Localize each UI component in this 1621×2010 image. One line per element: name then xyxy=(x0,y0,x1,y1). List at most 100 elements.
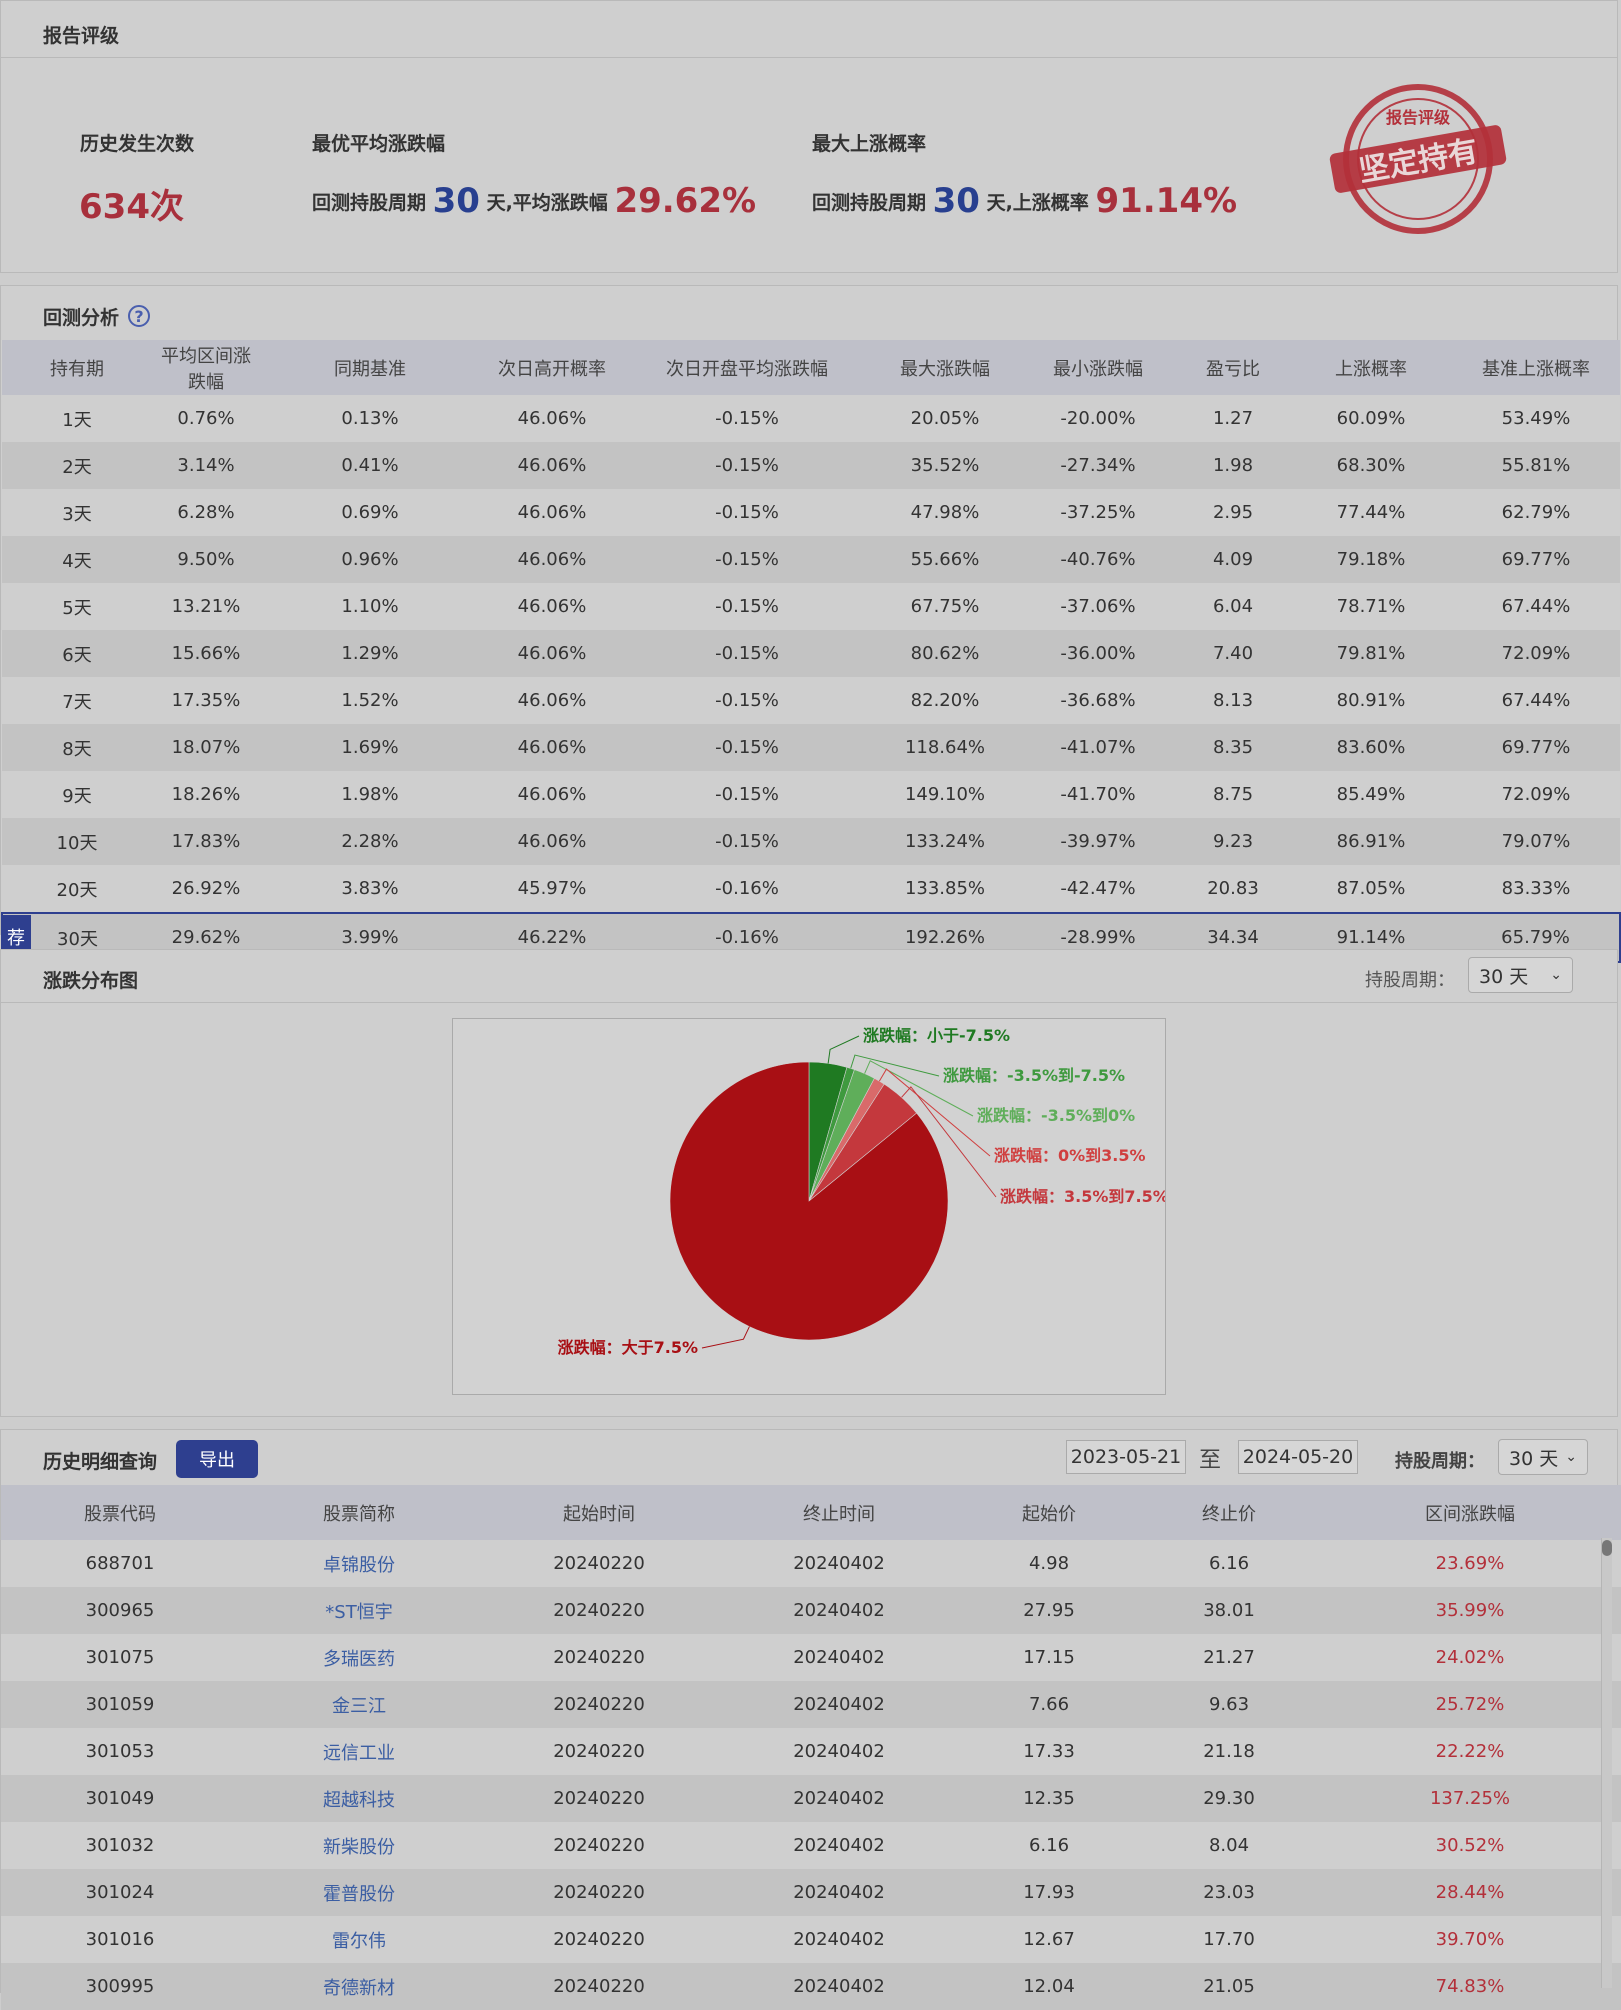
table-cell: 8.04 xyxy=(1139,1822,1319,1869)
pie-slice[interactable] xyxy=(669,1061,949,1341)
pie-slice-label: 涨跌幅：3.5%到7.5% xyxy=(1000,1187,1166,1206)
distribution-period-label: 持股周期： xyxy=(1365,970,1455,991)
table-cell: 9.50% xyxy=(152,536,260,583)
table-cell: -0.16% xyxy=(624,865,870,913)
occurrences-value: 634次 xyxy=(79,187,184,227)
stock-name-link[interactable]: 奇德新材 xyxy=(239,1963,479,2010)
date-separator: 至 xyxy=(1199,1448,1222,1473)
table-cell: 300995 xyxy=(1,1963,239,2010)
stock-name-link[interactable]: 雷尔伟 xyxy=(239,1916,479,1963)
change-cell: 28.44% xyxy=(1319,1869,1621,1916)
table-cell: 1.52% xyxy=(260,677,480,724)
table-cell: 1天 xyxy=(2,395,152,442)
history-header-row: 股票代码 股票简称 起始时间 终止时间 起始价 终止价 区间涨跌幅 xyxy=(1,1485,1621,1540)
table-cell: 79.07% xyxy=(1452,818,1620,865)
table-cell: -37.25% xyxy=(1020,489,1176,536)
table-cell: 47.98% xyxy=(870,489,1020,536)
stock-name-link[interactable]: 超越科技 xyxy=(239,1775,479,1822)
change-cell: 74.83% xyxy=(1319,1963,1621,2010)
table-cell: 6.04 xyxy=(1176,583,1290,630)
distribution-period-select[interactable]: 30 天 ⌄ xyxy=(1468,957,1573,993)
date-to-input[interactable]: 2024-05-20 xyxy=(1238,1440,1358,1474)
table-cell: 20240402 xyxy=(719,1634,959,1681)
table-row: 6天 15.66% 1.29% 46.06% -0.15% 80.62% -36.00% 7.… xyxy=(2,630,1620,677)
change-cell: 30.52% xyxy=(1319,1822,1621,1869)
scrollbar-thumb[interactable] xyxy=(1602,1540,1612,1556)
table-cell: 0.96% xyxy=(260,536,480,583)
table-cell: 8.75 xyxy=(1176,771,1290,818)
table-cell: 0.13% xyxy=(260,395,480,442)
table-row: 301024 霍普股份 20240220 20240402 17.93 23.03 28.4… xyxy=(1,1869,1621,1916)
table-cell: 46.06% xyxy=(480,677,624,724)
table-cell: 300965 xyxy=(1,1587,239,1634)
table-cell: 60.09% xyxy=(1290,395,1452,442)
table-row: 20天 26.92% 3.83% 45.97% -0.16% 133.85% -42.47%… xyxy=(2,865,1620,913)
table-row: 301075 多瑞医药 20240220 20240402 17.15 21.27 24.0… xyxy=(1,1634,1621,1681)
table-cell: 21.05 xyxy=(1139,1963,1319,2010)
pie-slice-label: 涨跌幅：大于7.5% xyxy=(558,1338,698,1357)
table-cell: 46.06% xyxy=(480,771,624,818)
history-header-cell: 终止价 xyxy=(1139,1485,1319,1540)
table-cell: 46.06% xyxy=(480,536,624,583)
stock-name-link[interactable]: 卓锦股份 xyxy=(239,1540,479,1587)
table-row: 7天 17.35% 1.52% 46.06% -0.15% 82.20% -36.68% 8.… xyxy=(2,677,1620,724)
table-cell: 18.07% xyxy=(152,724,260,771)
table-cell: 6.16 xyxy=(1139,1540,1319,1587)
table-cell: 45.97% xyxy=(480,865,624,913)
table-cell: -36.00% xyxy=(1020,630,1176,677)
stock-name-link[interactable]: 霍普股份 xyxy=(239,1869,479,1916)
backtest-header-cell: 同期基准 xyxy=(260,340,480,395)
backtest-header-cell: 次日高开概率 xyxy=(480,340,624,395)
change-cell: 22.22% xyxy=(1319,1728,1621,1775)
backtest-header-cell: 基准上涨概率 xyxy=(1452,340,1620,395)
history-header-cell: 股票简称 xyxy=(239,1485,479,1540)
pie-chart: 涨跌幅：小于-7.5% 涨跌幅：-3.5%到-7.5% 涨跌幅：-3.5%到0% 涨跌… xyxy=(452,1018,1166,1395)
rating-title: 报告评级 xyxy=(43,25,120,47)
table-cell: 20240220 xyxy=(479,1540,719,1587)
table-cell: 10天 xyxy=(2,818,152,865)
change-cell: 24.02% xyxy=(1319,1634,1621,1681)
table-row: 688701 卓锦股份 20240220 20240402 4.98 6.16 23.69% xyxy=(1,1540,1621,1587)
stock-name-link[interactable]: 多瑞医药 xyxy=(239,1634,479,1681)
table-cell: -0.15% xyxy=(624,395,870,442)
table-cell: 301059 xyxy=(1,1681,239,1728)
table-cell: 46.06% xyxy=(480,818,624,865)
history-scrollbar[interactable] xyxy=(1601,1538,1612,1988)
table-cell: 20240220 xyxy=(479,1681,719,1728)
history-table: 股票代码 股票简称 起始时间 终止时间 起始价 终止价 区间涨跌幅 688701 卓锦股份 20… xyxy=(1,1485,1621,2010)
table-cell: 20240402 xyxy=(719,1587,959,1634)
help-icon[interactable]: ? xyxy=(128,305,150,327)
table-cell: 20.83 xyxy=(1176,865,1290,913)
table-cell: 7.66 xyxy=(959,1681,1139,1728)
table-cell: -39.97% xyxy=(1020,818,1176,865)
stock-name-link[interactable]: 金三江 xyxy=(239,1681,479,1728)
stock-name-link[interactable]: *ST恒宇 xyxy=(239,1587,479,1634)
history-period-select[interactable]: 30 天 ⌄ xyxy=(1498,1439,1588,1475)
date-from-input[interactable]: 2023-05-21 xyxy=(1066,1440,1186,1474)
backtest-header-cell: 平均区间涨跌幅 xyxy=(152,340,260,395)
table-cell: 301032 xyxy=(1,1822,239,1869)
rating-panel: 报告评级 历史发生次数 634次 最优平均涨跌幅 回测持股周期 30 天,平均涨… xyxy=(0,0,1618,273)
table-cell: 0.69% xyxy=(260,489,480,536)
table-row: 2天 3.14% 0.41% 46.06% -0.15% 35.52% -27.34% 1.9… xyxy=(2,442,1620,489)
rating-stamp-icon: 报告评级 坚定持有 xyxy=(1329,84,1507,234)
pie-slice-label: 涨跌幅：-3.5%到0% xyxy=(977,1106,1135,1125)
table-cell: 20240402 xyxy=(719,1540,959,1587)
table-cell: 5天 xyxy=(2,583,152,630)
history-panel: 历史明细查询 导出 2023-05-21 至 2024-05-20 持股周期： … xyxy=(0,1429,1621,2010)
table-cell: 20240402 xyxy=(719,1728,959,1775)
table-cell: 21.18 xyxy=(1139,1728,1319,1775)
table-cell: 18.26% xyxy=(152,771,260,818)
stock-name-link[interactable]: 新柴股份 xyxy=(239,1822,479,1869)
stock-name-link[interactable]: 远信工业 xyxy=(239,1728,479,1775)
backtest-header-cell: 持有期 xyxy=(2,340,152,395)
table-cell: 9天 xyxy=(2,771,152,818)
table-cell: 133.85% xyxy=(870,865,1020,913)
table-cell: -20.00% xyxy=(1020,395,1176,442)
table-cell: 301024 xyxy=(1,1869,239,1916)
export-button[interactable]: 导出 xyxy=(176,1440,258,1478)
table-cell: 20240402 xyxy=(719,1869,959,1916)
table-cell: 13.21% xyxy=(152,583,260,630)
best-avg-label: 最优平均涨跌幅 xyxy=(312,133,446,155)
history-title: 历史明细查询 xyxy=(43,1451,158,1473)
